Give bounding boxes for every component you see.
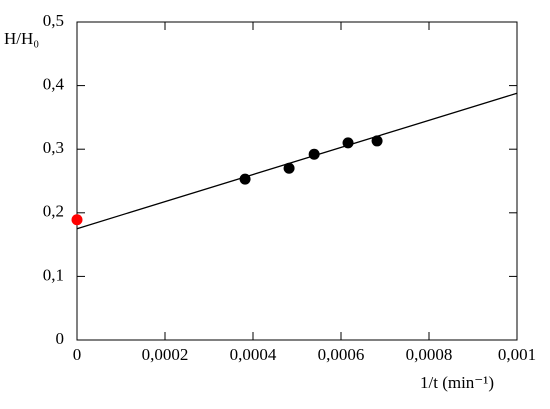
x-tick-label: 0,0004 — [230, 345, 277, 364]
y-tick-label: 0,4 — [43, 75, 65, 94]
data-point — [371, 135, 383, 147]
data-point — [71, 214, 83, 226]
y-axis-label: H/H₀ — [4, 29, 39, 48]
y-tick-label: 0,5 — [43, 11, 64, 30]
y-tick-label: 0,1 — [43, 265, 64, 284]
x-axis-label: 1/t (min⁻¹) — [420, 373, 494, 392]
y-tick-label: 0 — [56, 329, 65, 348]
data-point — [239, 173, 251, 185]
plot-frame — [76, 21, 518, 341]
x-tick-label: 0,0002 — [142, 345, 189, 364]
data-point — [308, 148, 320, 160]
x-tick-label: 0,0006 — [318, 345, 365, 364]
data-point — [283, 162, 295, 174]
x-tick-label: 0,001 — [498, 345, 536, 364]
x-tick-label: 0 — [73, 345, 82, 364]
fit-line — [76, 92, 518, 230]
y-tick-label: 0,3 — [43, 138, 64, 157]
data-point — [342, 137, 354, 149]
y-tick-label: 0,2 — [43, 202, 64, 221]
x-tick-label: 0,0008 — [406, 345, 453, 364]
